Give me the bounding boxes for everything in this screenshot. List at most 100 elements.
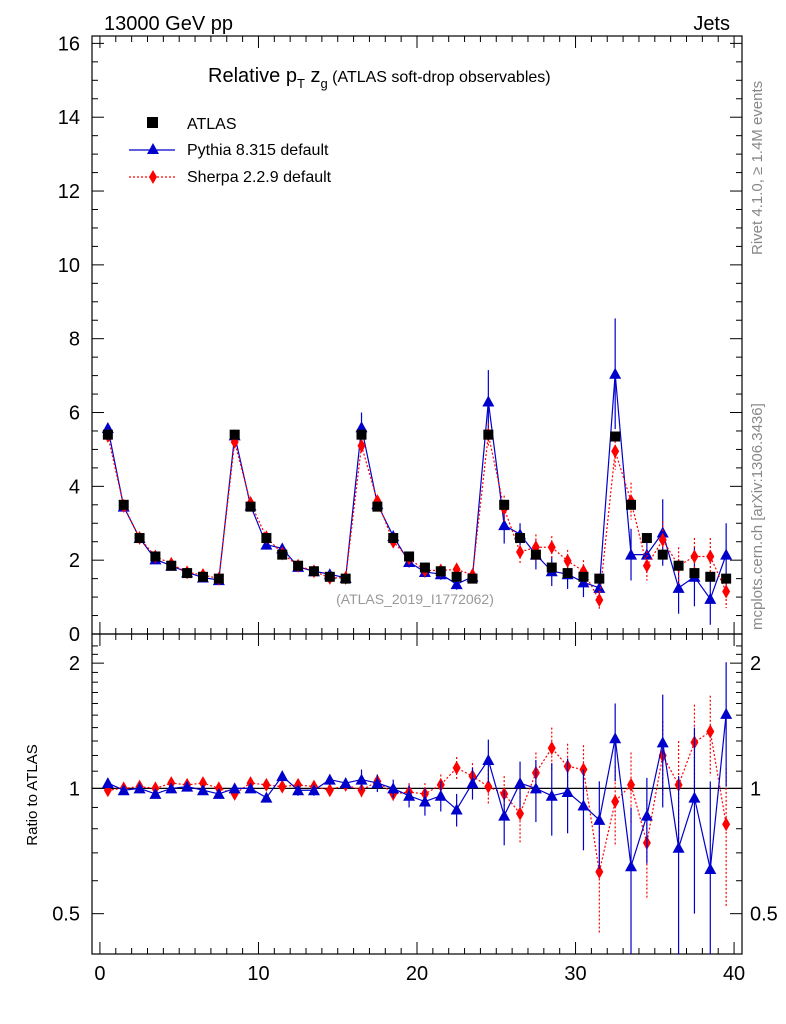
main-axes: 0 2 4 6 8 10 12 14 16 <box>58 33 742 646</box>
ratio-pythia-point <box>228 782 241 794</box>
atlas-point <box>356 429 367 440</box>
main-y-tick-label: 10 <box>58 255 80 277</box>
atlas-point <box>610 431 621 442</box>
ratio-y-tick-label-right: 1 <box>750 778 761 800</box>
pythia-point <box>355 421 368 433</box>
header-right-label: Jets <box>693 13 730 35</box>
pythia-point <box>640 548 653 560</box>
atlas-point <box>641 533 652 544</box>
sherpa-point <box>658 532 667 547</box>
legend-pythia-marker <box>147 143 159 154</box>
rivet-version-label: Rivet 4.1.0, ≥ 1.4M events <box>749 81 766 255</box>
pythia-point <box>656 526 669 538</box>
ratio-pythia-point <box>418 795 431 807</box>
ratio-sherpa-point <box>595 864 604 879</box>
atlas-point <box>499 499 510 510</box>
legend-atlas-label: ATLAS <box>187 116 237 133</box>
ratio-y-label: Ratio to ATLAS <box>24 744 41 845</box>
atlas-point <box>483 429 494 440</box>
title-main: Relative p <box>208 65 297 87</box>
title-rest: (ATLAS soft-drop observables) <box>328 69 551 86</box>
atlas-point <box>134 533 145 544</box>
ratio-pythia-point <box>672 841 685 853</box>
sherpa-point <box>642 558 651 573</box>
main-y-tick-label: 4 <box>69 476 80 498</box>
x-tick-label: 0 <box>94 963 105 985</box>
ratio-sherpa-point <box>611 794 620 809</box>
atlas-point <box>530 549 541 560</box>
ratio-pythia-point <box>482 754 495 766</box>
ratio-pythia-point <box>307 784 320 796</box>
ratio-pythia-point <box>212 787 225 799</box>
atlas-point <box>293 560 304 571</box>
ratio-sherpa-point <box>627 777 636 792</box>
analysis-watermark: (ATLAS_2019_I1772062) <box>336 591 494 607</box>
main-y-tick-label: 8 <box>69 329 80 351</box>
ratio-pythia-point <box>529 782 542 794</box>
atlas-point <box>182 568 193 579</box>
ratio-pythia-point <box>593 813 606 825</box>
ratio-pythia-point <box>292 784 305 796</box>
x-tick-label: 40 <box>723 963 745 985</box>
atlas-point <box>435 566 446 577</box>
ratio-sherpa-point <box>278 779 287 794</box>
main-y-tick-label: 12 <box>58 181 80 203</box>
atlas-point <box>594 573 605 584</box>
ratio-data-marks <box>101 662 733 954</box>
ratio-sherpa-point <box>516 806 525 821</box>
ratio-pythia-point <box>276 770 289 782</box>
ratio-pythia-point <box>450 803 463 815</box>
atlas-point <box>689 568 700 579</box>
ratio-panel-frame <box>91 633 743 955</box>
atlas-point <box>673 560 684 571</box>
ratio-pythia-point <box>101 777 114 789</box>
main-y-tick-label: 2 <box>69 550 80 572</box>
legend: ATLAS Pythia 8.315 default Sherpa 2.2.9 … <box>129 116 332 186</box>
ratio-pythia-point <box>403 789 416 801</box>
atlas-point <box>388 533 399 544</box>
ratio-pythia-point <box>704 863 717 875</box>
pythia-point <box>704 592 717 604</box>
sherpa-point <box>547 540 556 555</box>
ratio-pythia-point <box>656 736 669 748</box>
ratio-sherpa-point <box>722 817 731 832</box>
title-z: z <box>305 65 321 87</box>
ratio-pythia-point <box>609 732 622 744</box>
ratio-pythia-point <box>244 782 257 794</box>
ratio-pythia-point <box>720 707 733 719</box>
sherpa-point <box>611 444 620 459</box>
sherpa-point <box>690 549 699 564</box>
ratio-pythia-point <box>260 791 273 803</box>
atlas-point <box>372 501 383 512</box>
pythia-point <box>498 519 511 531</box>
legend-atlas-marker <box>147 117 158 128</box>
ratio-axes: 0 10 20 30 40 0.5 0.5 1 1 2 2 <box>52 634 778 985</box>
atlas-point <box>261 533 272 544</box>
ratio-pythia-point <box>165 782 178 794</box>
ratio-pythia-point <box>514 777 527 789</box>
ratio-y-tick-label: 2 <box>69 653 80 675</box>
atlas-point <box>467 573 478 584</box>
atlas-point <box>229 429 240 440</box>
atlas-point <box>308 566 319 577</box>
ratio-sherpa-point <box>452 760 461 775</box>
atlas-point <box>197 571 208 582</box>
title-sub-t: T <box>297 76 305 91</box>
ratio-pythia-point <box>355 773 368 785</box>
ratio-pythia-point <box>133 782 146 794</box>
header-left-label: 13000 GeV pp <box>104 13 233 35</box>
sherpa-point <box>706 549 715 564</box>
atlas-point <box>451 571 462 582</box>
atlas-point <box>721 573 732 584</box>
atlas-point <box>245 501 256 512</box>
ratio-sherpa-point <box>547 741 556 756</box>
atlas-point <box>562 568 573 579</box>
mcplots-label: mcplots.cern.ch [arXiv:1306.3436] <box>749 403 766 630</box>
atlas-point <box>150 551 161 562</box>
sherpa-point <box>722 584 731 599</box>
ratio-pythia-point <box>498 809 511 821</box>
pythia-point <box>625 548 638 560</box>
ratio-sherpa-point <box>484 779 493 794</box>
ratio-pythia-point <box>561 786 574 798</box>
